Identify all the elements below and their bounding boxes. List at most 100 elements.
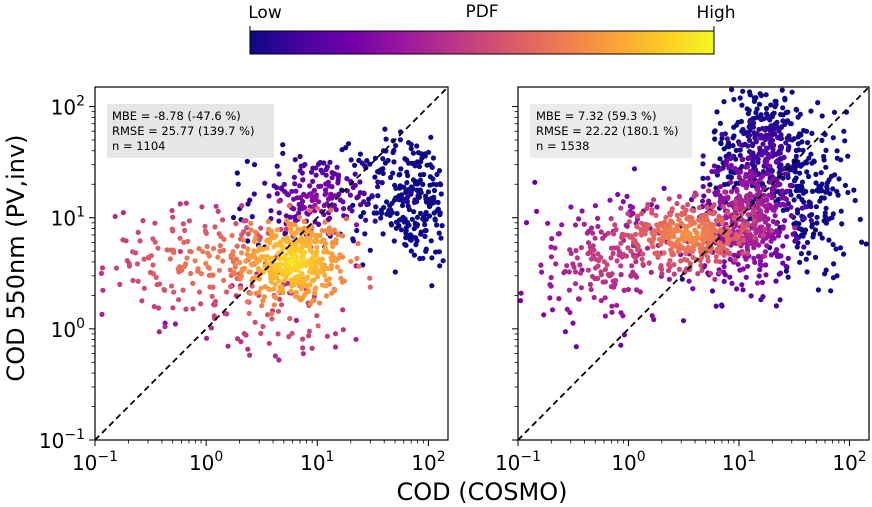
scatter-point (635, 242, 641, 248)
scatter-point (247, 269, 253, 275)
scatter-point (788, 204, 794, 210)
scatter-point (329, 251, 335, 257)
scatter-point (239, 203, 245, 209)
scatter-point (788, 213, 795, 219)
scatter-point (434, 222, 440, 228)
scatter-point (415, 179, 422, 186)
scatter-point (396, 217, 403, 223)
colorbar-high-label: High (696, 3, 735, 23)
scatter-point (809, 130, 815, 136)
scatter-point (621, 287, 627, 293)
scatter-point (707, 182, 713, 188)
scatter-point (746, 137, 753, 143)
scatter-points-left (98, 126, 446, 363)
scatter-point (153, 274, 159, 280)
scatter-point (644, 205, 650, 212)
scatter-point (726, 165, 732, 171)
one-to-one-line-left (94, 86, 449, 441)
scatter-point (284, 239, 290, 245)
scatter-point (674, 212, 680, 218)
scatter-point (438, 235, 444, 241)
scatter-point (206, 253, 212, 259)
scatter-point (541, 312, 547, 318)
scatter-point (605, 230, 611, 236)
scatter-point (787, 182, 793, 188)
stats-box-right (530, 104, 692, 158)
scatter-point (424, 162, 430, 168)
scatter-point (426, 203, 433, 210)
scatter-point (801, 244, 807, 250)
scatter-point (259, 303, 265, 309)
scatter-point (649, 313, 655, 319)
scatter-point (806, 173, 812, 180)
scatter-point (396, 172, 402, 178)
scatter-point (770, 218, 776, 225)
scatter-point (117, 281, 123, 287)
scatter-point (734, 188, 740, 194)
scatter-point (754, 192, 760, 198)
scatter-point (262, 284, 268, 290)
scatter-point (706, 188, 712, 194)
scatter-point (248, 220, 254, 226)
scatter-point (256, 237, 263, 243)
scatter-point (762, 226, 768, 232)
scatter-point (401, 219, 407, 225)
scatter-point (288, 277, 294, 283)
scatter-point (161, 286, 167, 293)
scatter-point (836, 176, 842, 182)
scatter-point (685, 202, 691, 208)
scatter-point (740, 88, 746, 94)
scatter-point (355, 240, 361, 247)
scatter-point (421, 171, 427, 178)
scatter-point (704, 204, 710, 210)
scatter-point (573, 344, 579, 350)
scatter-point (777, 297, 783, 303)
scatter-point (806, 250, 812, 256)
scatter-point (755, 205, 761, 211)
scatter-point (269, 310, 275, 317)
scatter-point (752, 235, 758, 241)
scatter-point (311, 187, 317, 193)
scatter-point (667, 212, 673, 218)
scatter-point (556, 296, 562, 302)
scatter-point (523, 220, 530, 226)
scatter-point (763, 92, 769, 98)
scatter-point (177, 264, 183, 270)
scatter-point (628, 273, 634, 279)
scatter-point (712, 136, 718, 142)
x-tick-label: 102 (832, 449, 866, 475)
scatter-point (793, 175, 799, 181)
scatter-point (796, 221, 802, 227)
scatter-point (808, 217, 814, 224)
scatter-point (327, 215, 333, 221)
scatter-point (631, 166, 638, 172)
scatter-point (241, 218, 247, 224)
scatter-point (428, 134, 434, 140)
scatter-point (266, 340, 272, 346)
scatter-point (602, 313, 609, 319)
scatter-point (767, 179, 774, 185)
scatter-point (398, 166, 404, 172)
scatter-point (322, 219, 328, 225)
scatter-point (723, 153, 729, 159)
scatter-point (285, 192, 291, 198)
scatter-point (426, 213, 433, 219)
scatter-point (436, 230, 442, 236)
scatter-point (835, 192, 841, 198)
scatter-point (373, 204, 379, 210)
scatter-point (341, 206, 347, 212)
scatter-point (737, 147, 743, 153)
scatter-point (736, 141, 743, 147)
scatter-point (316, 183, 322, 189)
scatter-point (686, 278, 692, 284)
scatter-point (379, 210, 385, 216)
scatter-point (209, 272, 215, 278)
scatter-point (576, 216, 582, 222)
scatter-point (300, 177, 306, 183)
scatter-point (200, 249, 206, 255)
scatter-point (765, 171, 771, 177)
y-tick-label: 100 (51, 316, 85, 342)
scatter-point (261, 294, 268, 300)
scatter-point (809, 160, 815, 166)
scatter-point (764, 243, 770, 249)
